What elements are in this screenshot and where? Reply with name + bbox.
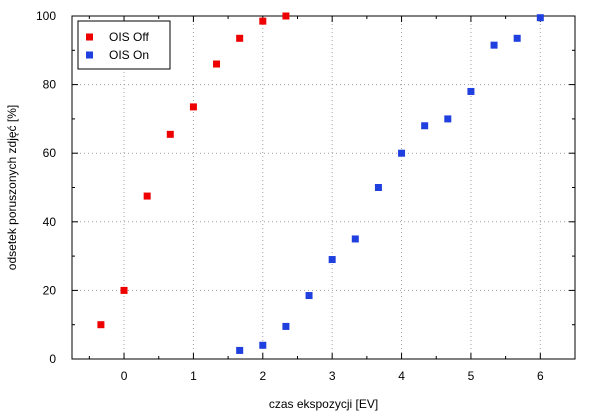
legend-marker [86,33,93,41]
x-tick-label: 1 [190,369,197,383]
legend-marker [86,51,93,59]
data-point-ois-off [143,192,151,200]
x-tick-label: 6 [537,369,544,383]
data-point-ois-on [513,34,521,42]
data-point-ois-on [536,14,544,22]
data-point-ois-on [444,115,452,123]
legend-items: OIS Off OIS On [86,30,149,62]
y-tick-label: 40 [43,215,57,229]
data-points [97,12,544,354]
data-point-ois-off [236,34,244,42]
data-point-ois-on [328,256,336,264]
data-point-ois-on [398,149,406,157]
data-point-ois-on [490,41,498,49]
legend: OIS Off OIS On [77,20,171,70]
x-tick-label: 2 [259,369,266,383]
data-point-ois-on [467,87,475,95]
y-tick-label: 60 [43,146,57,160]
data-point-ois-on [351,235,359,243]
data-point-ois-off [282,12,290,20]
data-point-ois-off [166,130,174,138]
data-point-ois-off [97,321,105,329]
legend-box [77,20,171,70]
x-axis-label: czas ekspozycji [EV] [269,397,378,411]
data-point-ois-off [213,60,221,68]
data-point-ois-on [236,346,244,354]
y-tick-label: 0 [49,352,56,366]
y-axis-label: odsetek poruszonych zdjęć [%] [5,105,19,270]
x-tick-label: 0 [121,369,128,383]
data-point-ois-on [305,292,313,300]
y-tick-label: 20 [43,283,57,297]
axis-ticks [72,15,575,360]
data-point-ois-on [259,341,267,349]
data-point-ois-off [120,286,128,294]
legend-label: OIS On [109,48,149,62]
y-tick-label: 100 [36,9,56,23]
data-point-ois-on [374,184,382,191]
data-point-ois-on [421,122,429,130]
y-tick-label: 80 [43,78,57,92]
x-tick-label: 4 [398,369,405,383]
x-tick-label: 3 [329,369,336,383]
data-point-ois-off [189,103,197,111]
legend-label: OIS Off [109,30,149,44]
data-point-ois-on [282,322,290,330]
data-point-ois-off [259,17,267,25]
x-tick-label: 5 [468,369,475,383]
